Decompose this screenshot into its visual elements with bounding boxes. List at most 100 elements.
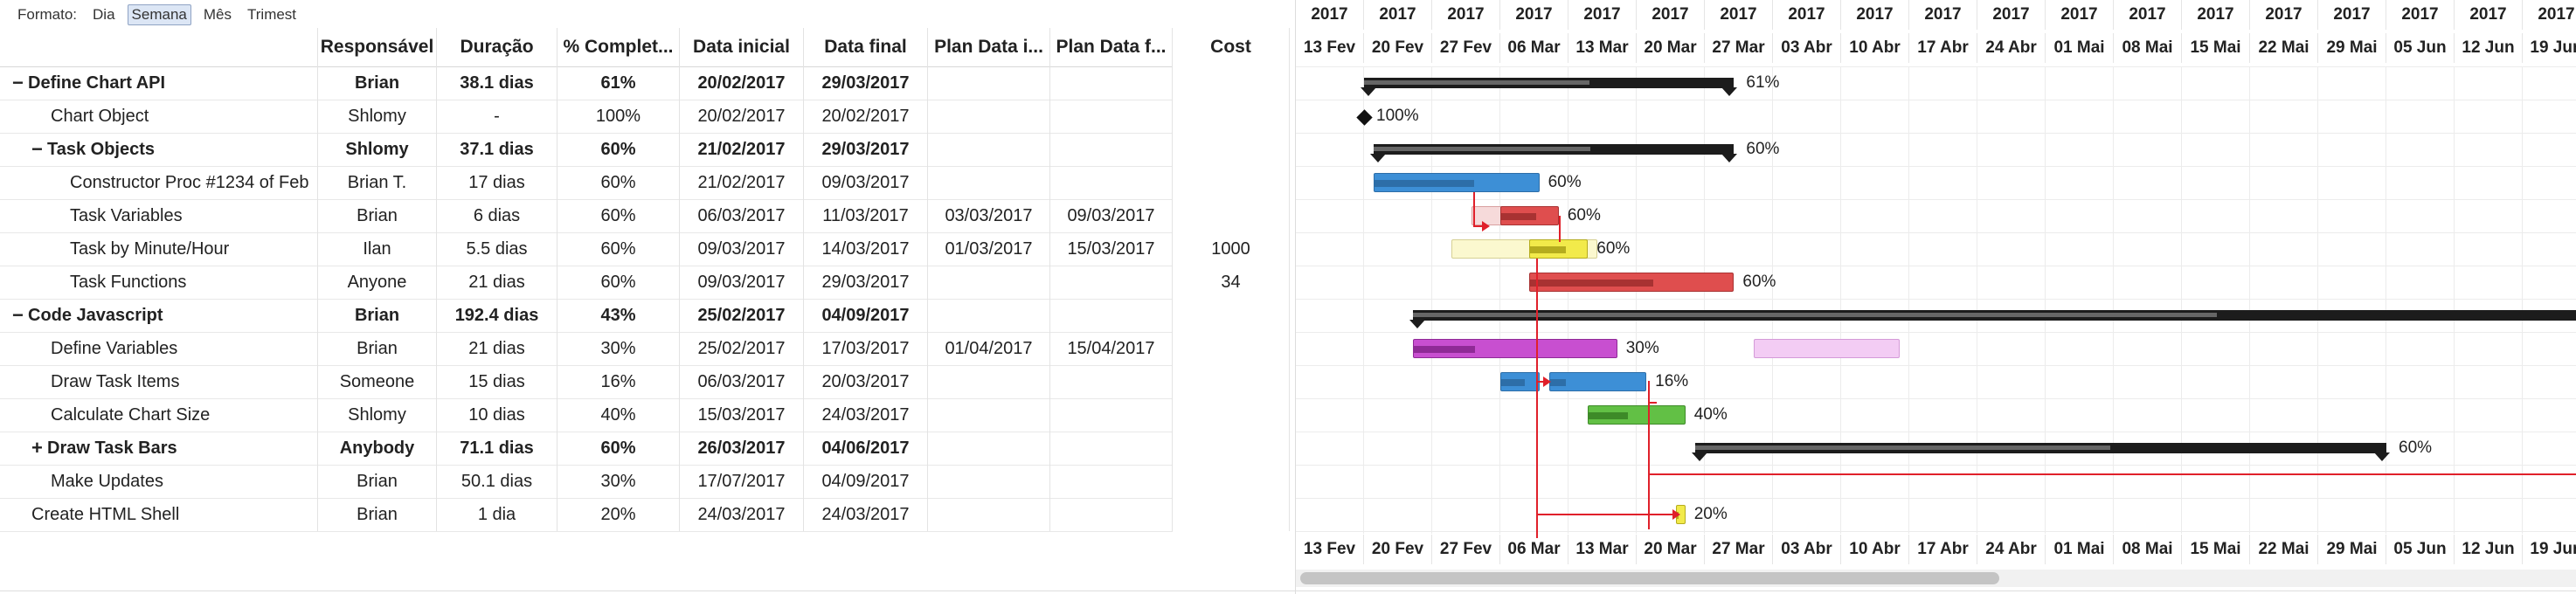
task-bar[interactable] bbox=[1374, 173, 1540, 192]
task-duration-cell: 17 dias bbox=[437, 166, 557, 199]
task-name-cell[interactable]: Chart Object bbox=[0, 100, 318, 133]
table-row[interactable]: − Task Objects Shlomy 37.1 dias 60% 21/02/201… bbox=[0, 133, 1290, 167]
task-name-cell[interactable]: Task by Minute/Hour bbox=[0, 232, 318, 266]
timeline-week: 20 Fev bbox=[1364, 33, 1432, 63]
task-bar[interactable] bbox=[1548, 372, 1647, 391]
task-name: Code Javascript bbox=[28, 305, 163, 325]
task-name-cell[interactable]: Create HTML Shell bbox=[0, 498, 318, 531]
task-name: Task Variables bbox=[70, 205, 183, 225]
dependency-line[interactable] bbox=[1536, 381, 1546, 383]
task-name-cell[interactable]: − Code Javascript bbox=[0, 299, 318, 332]
expand-icon[interactable]: + bbox=[31, 437, 43, 459]
format-option-quarter[interactable]: Trimest bbox=[247, 6, 297, 23]
timeline-week: 19 Jun bbox=[2523, 33, 2576, 63]
timeline-weeks-bottom: 13 Fev 20 Fev 27 Fev 06 Mar 13 Mar 20 Mar 27 M… bbox=[1296, 535, 2576, 564]
table-row[interactable]: Make Updates Brian 50.1 dias 30% 17/07/2017 0… bbox=[0, 465, 1290, 499]
table-row[interactable]: Define Variables Brian 21 dias 30% 25/02/201… bbox=[0, 332, 1290, 366]
task-plan-end-cell bbox=[1050, 498, 1173, 531]
table-row[interactable]: Create HTML Shell Brian 1 dia 20% 24/03/2017… bbox=[0, 498, 1290, 532]
dependency-arrow[interactable] bbox=[1672, 509, 1680, 520]
bar-percent-label: 60% bbox=[2399, 439, 2433, 457]
task-name-cell[interactable]: Constructor Proc #1234 of Feb bbox=[0, 166, 318, 199]
task-percent-complete-cell: 60% bbox=[557, 133, 680, 166]
task-bar[interactable] bbox=[1500, 206, 1559, 225]
task-name-cell[interactable]: Make Updates bbox=[0, 465, 318, 498]
dependency-line[interactable] bbox=[1536, 259, 1539, 538]
header-percent-complete[interactable]: % Complet... bbox=[557, 28, 680, 66]
task-plan-start-cell bbox=[928, 133, 1050, 166]
summary-bar[interactable] bbox=[1370, 144, 1738, 162]
table-row[interactable]: Task by Minute/Hour Ilan 5.5 dias 60% 09/03/… bbox=[0, 232, 1290, 266]
timeline-week: 01 Mai bbox=[2046, 535, 2114, 564]
task-plan-end-cell bbox=[1050, 66, 1173, 100]
collapse-icon[interactable]: − bbox=[12, 72, 24, 93]
format-option-week[interactable]: Semana bbox=[127, 4, 191, 25]
table-row[interactable]: Chart Object Shlomy -100% 20/02/2017 20/02/2… bbox=[0, 100, 1290, 134]
table-row[interactable]: Constructor Proc #1234 of Feb Brian T. 17 … bbox=[0, 166, 1290, 200]
timeline-week: 17 Abr bbox=[1909, 535, 1977, 564]
table-row[interactable]: − Define Chart API Brian 38.1 dias 61% 20/02/… bbox=[0, 66, 1290, 100]
task-progress bbox=[1549, 379, 1566, 386]
collapse-icon[interactable]: − bbox=[12, 304, 24, 326]
gantt-grid-column bbox=[1841, 66, 1909, 534]
header-end-date[interactable]: Data final bbox=[804, 28, 928, 66]
dependency-line[interactable] bbox=[1648, 381, 1651, 529]
timeline-week: 06 Mar bbox=[1500, 33, 1568, 63]
task-name-cell[interactable]: − Define Chart API bbox=[0, 66, 318, 100]
task-name-cell[interactable]: Draw Task Items bbox=[0, 365, 318, 398]
task-name-cell[interactable]: Calculate Chart Size bbox=[0, 398, 318, 432]
dependency-arrow[interactable] bbox=[1543, 376, 1552, 387]
table-row[interactable]: Draw Task Items Someone 15 dias 16% 06/03/20… bbox=[0, 365, 1290, 399]
header-responsible[interactable]: Responsável bbox=[318, 28, 437, 66]
task-responsible-cell: Shlomy bbox=[318, 133, 437, 166]
summary-bar[interactable] bbox=[1691, 443, 2390, 461]
table-row[interactable]: Task Functions Anyone 21 dias 60% 09/03/2017… bbox=[0, 266, 1290, 300]
task-name-cell[interactable]: + Draw Task Bars bbox=[0, 432, 318, 465]
task-start-date-cell: 09/03/2017 bbox=[680, 232, 804, 266]
task-percent-complete-cell: 60% bbox=[557, 199, 680, 232]
task-duration-cell: 6 dias bbox=[437, 199, 557, 232]
header-plan-start[interactable]: Plan Data i... bbox=[928, 28, 1050, 66]
task-bar[interactable] bbox=[1529, 239, 1589, 259]
header-start-date[interactable]: Data inicial bbox=[680, 28, 804, 66]
task-end-date-cell: 20/02/2017 bbox=[804, 100, 928, 133]
timeline-week: 08 Mai bbox=[2114, 535, 2182, 564]
summary-bar[interactable] bbox=[1409, 310, 2576, 328]
timeline-week: 22 Mai bbox=[2250, 33, 2318, 63]
task-name-cell[interactable]: Task Functions bbox=[0, 266, 318, 299]
scrollbar-thumb[interactable] bbox=[1300, 572, 1999, 584]
gantt-grid-column bbox=[1364, 66, 1432, 534]
task-bar[interactable] bbox=[1529, 273, 1735, 292]
dependency-line[interactable] bbox=[1648, 473, 2576, 475]
task-name-cell[interactable]: Task Variables bbox=[0, 199, 318, 232]
gantt-horizontal-scrollbar[interactable] bbox=[1296, 570, 2576, 587]
table-row[interactable]: − Code Javascript Brian 192.4 dias 43% 25/02/… bbox=[0, 299, 1290, 333]
dependency-line[interactable] bbox=[1536, 514, 1674, 515]
task-start-date-cell: 25/02/2017 bbox=[680, 299, 804, 332]
table-row[interactable]: Task Variables Brian 6 dias 60% 06/03/2017 11… bbox=[0, 199, 1290, 233]
planned-bar[interactable] bbox=[1753, 339, 1900, 358]
dependency-arrow[interactable] bbox=[1481, 221, 1490, 231]
task-bar[interactable] bbox=[1412, 339, 1617, 358]
dependency-line[interactable] bbox=[1472, 192, 1475, 225]
summary-bar[interactable] bbox=[1361, 78, 1738, 96]
collapse-icon[interactable]: − bbox=[31, 138, 43, 160]
bar-percent-label: 30% bbox=[1625, 339, 1659, 357]
dependency-line[interactable] bbox=[1558, 216, 1561, 242]
task-bar[interactable] bbox=[1500, 372, 1540, 391]
gantt-grid-column bbox=[2182, 66, 2250, 534]
task-name: Constructor Proc #1234 of Feb bbox=[70, 172, 309, 192]
format-option-month[interactable]: Mês bbox=[203, 6, 232, 23]
header-duration[interactable]: Duração bbox=[437, 28, 557, 66]
format-option-day[interactable]: Dia bbox=[93, 6, 115, 23]
table-row[interactable]: Calculate Chart Size Shlomy 10 dias 40% 15/0… bbox=[0, 398, 1290, 432]
dependency-line[interactable] bbox=[1472, 225, 1484, 227]
task-name-cell[interactable]: Define Variables bbox=[0, 332, 318, 365]
dependency-line[interactable] bbox=[1648, 402, 1658, 404]
gantt-row-line bbox=[1296, 465, 2576, 466]
task-name-cell[interactable]: − Task Objects bbox=[0, 133, 318, 166]
header-cost[interactable]: Cost bbox=[1173, 28, 1290, 66]
header-plan-end[interactable]: Plan Data f... bbox=[1050, 28, 1173, 66]
task-bar[interactable] bbox=[1588, 405, 1686, 425]
table-row[interactable]: + Draw Task Bars Anybody 71.1 dias 60% 26/03/… bbox=[0, 432, 1290, 466]
